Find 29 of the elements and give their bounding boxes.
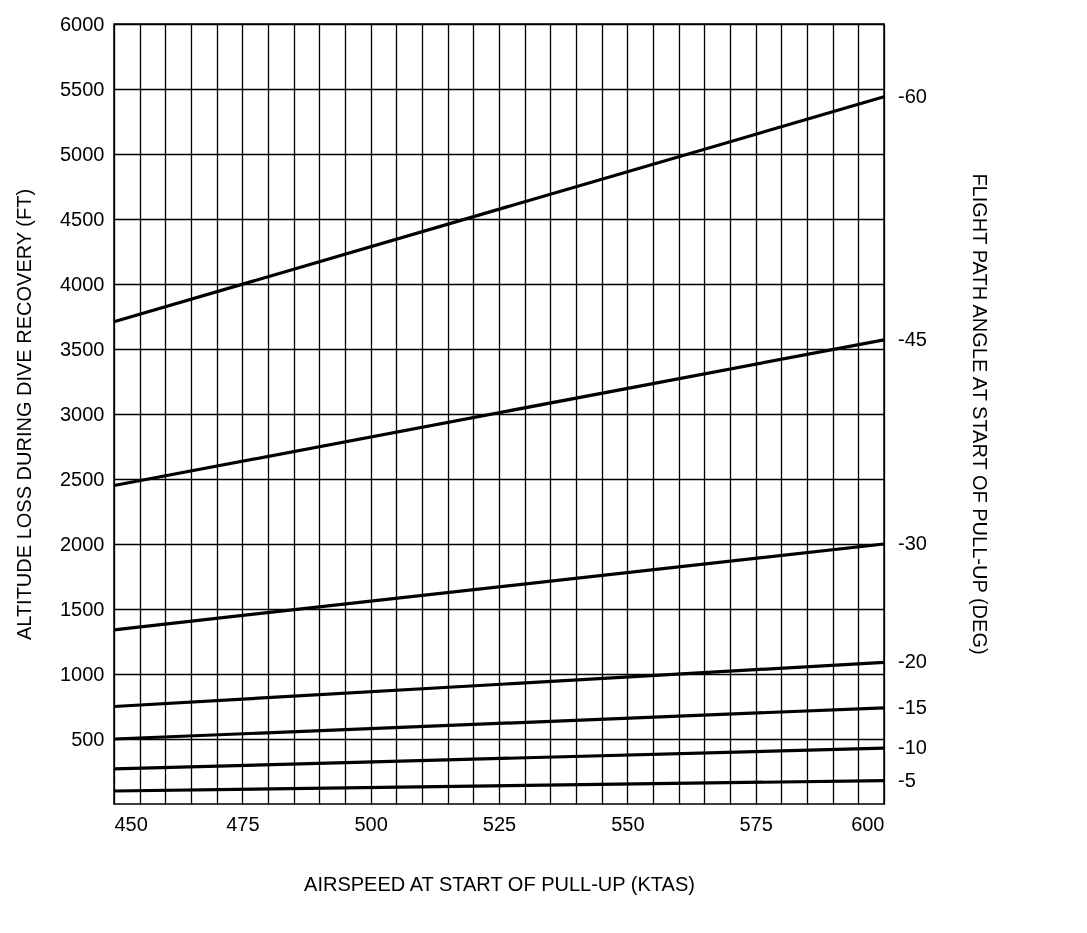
x-tick-label: 550 xyxy=(611,812,645,835)
y-tick-label: 2500 xyxy=(60,467,105,490)
series-label: -5 xyxy=(898,768,916,791)
x-tick-label: 575 xyxy=(739,812,773,835)
x-axis-title: AIRSPEED AT START OF PULL-UP (KTAS) xyxy=(304,872,695,895)
x-tick-label: 475 xyxy=(226,812,260,835)
series-label: -60 xyxy=(898,84,927,107)
y-tick-label: 500 xyxy=(71,727,105,750)
y-tick-label: 5500 xyxy=(60,77,105,100)
y-tick-label: 3500 xyxy=(60,337,105,360)
y-tick-label: 6000 xyxy=(60,12,105,35)
y-tick-label: 4500 xyxy=(60,207,105,230)
x-tick-label: 525 xyxy=(482,812,517,835)
y-tick-label: 3000 xyxy=(60,402,105,425)
series-label: -15 xyxy=(898,695,927,718)
y-axis-title: ALTITUDE LOSS DURING DIVE RECOVERY (FT) xyxy=(13,188,36,641)
y-tick-label: 2000 xyxy=(60,532,105,555)
series-label: -20 xyxy=(898,650,927,673)
x-tick-label: 450 xyxy=(114,812,148,835)
series-label: -10 xyxy=(898,736,927,759)
y-tick-label: 1000 xyxy=(60,662,105,685)
y-tick-label: 5000 xyxy=(60,142,105,165)
series-label: -30 xyxy=(898,532,927,554)
y-tick-label: 1500 xyxy=(60,597,105,620)
x-tick-label: 500 xyxy=(354,812,388,835)
x-tick-label: 600 xyxy=(851,812,885,835)
y-tick-label: 4000 xyxy=(60,272,105,295)
y2-axis-title: FLIGHT PATH ANGLE AT START OF PULL-UP (DEG) xyxy=(969,173,991,655)
series-label: -45 xyxy=(898,327,927,350)
